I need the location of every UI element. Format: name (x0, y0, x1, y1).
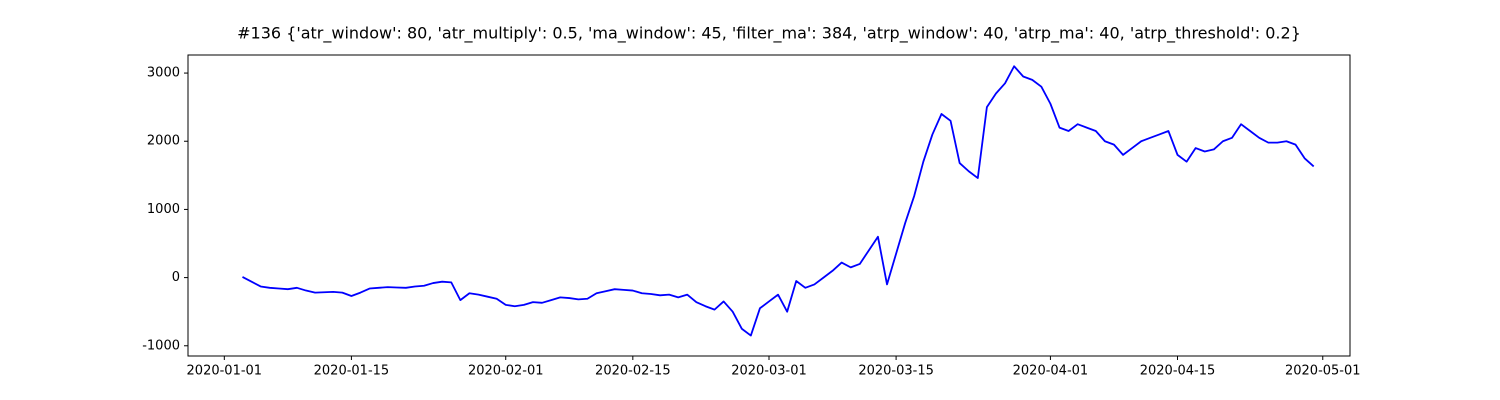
y-tick-label: 2000 (147, 134, 180, 149)
x-tick-label: 2020-03-01 (731, 364, 807, 379)
plot-frame (187, 54, 1351, 357)
y-tick-label: 0 (172, 270, 180, 285)
x-tick-label: 2020-04-01 (1013, 364, 1089, 379)
x-tick-label: 2020-04-15 (1140, 364, 1216, 379)
y-tick-label: -1000 (142, 338, 180, 353)
x-tick-label: 2020-05-01 (1285, 364, 1361, 379)
y-tick-label: 3000 (147, 66, 180, 81)
x-tick-label: 2020-02-01 (468, 364, 544, 379)
chart-title: #136 {'atr_window': 80, 'atr_multiply': … (237, 24, 1301, 44)
line (242, 65, 1315, 337)
x-tick-label: 2020-03-15 (858, 364, 934, 379)
y-tick-label: 1000 (147, 202, 180, 217)
x-tick-label: 2020-02-15 (595, 364, 671, 379)
x-tick-label: 2020-01-15 (314, 364, 390, 379)
x-tick-label: 2020-01-01 (187, 364, 263, 379)
